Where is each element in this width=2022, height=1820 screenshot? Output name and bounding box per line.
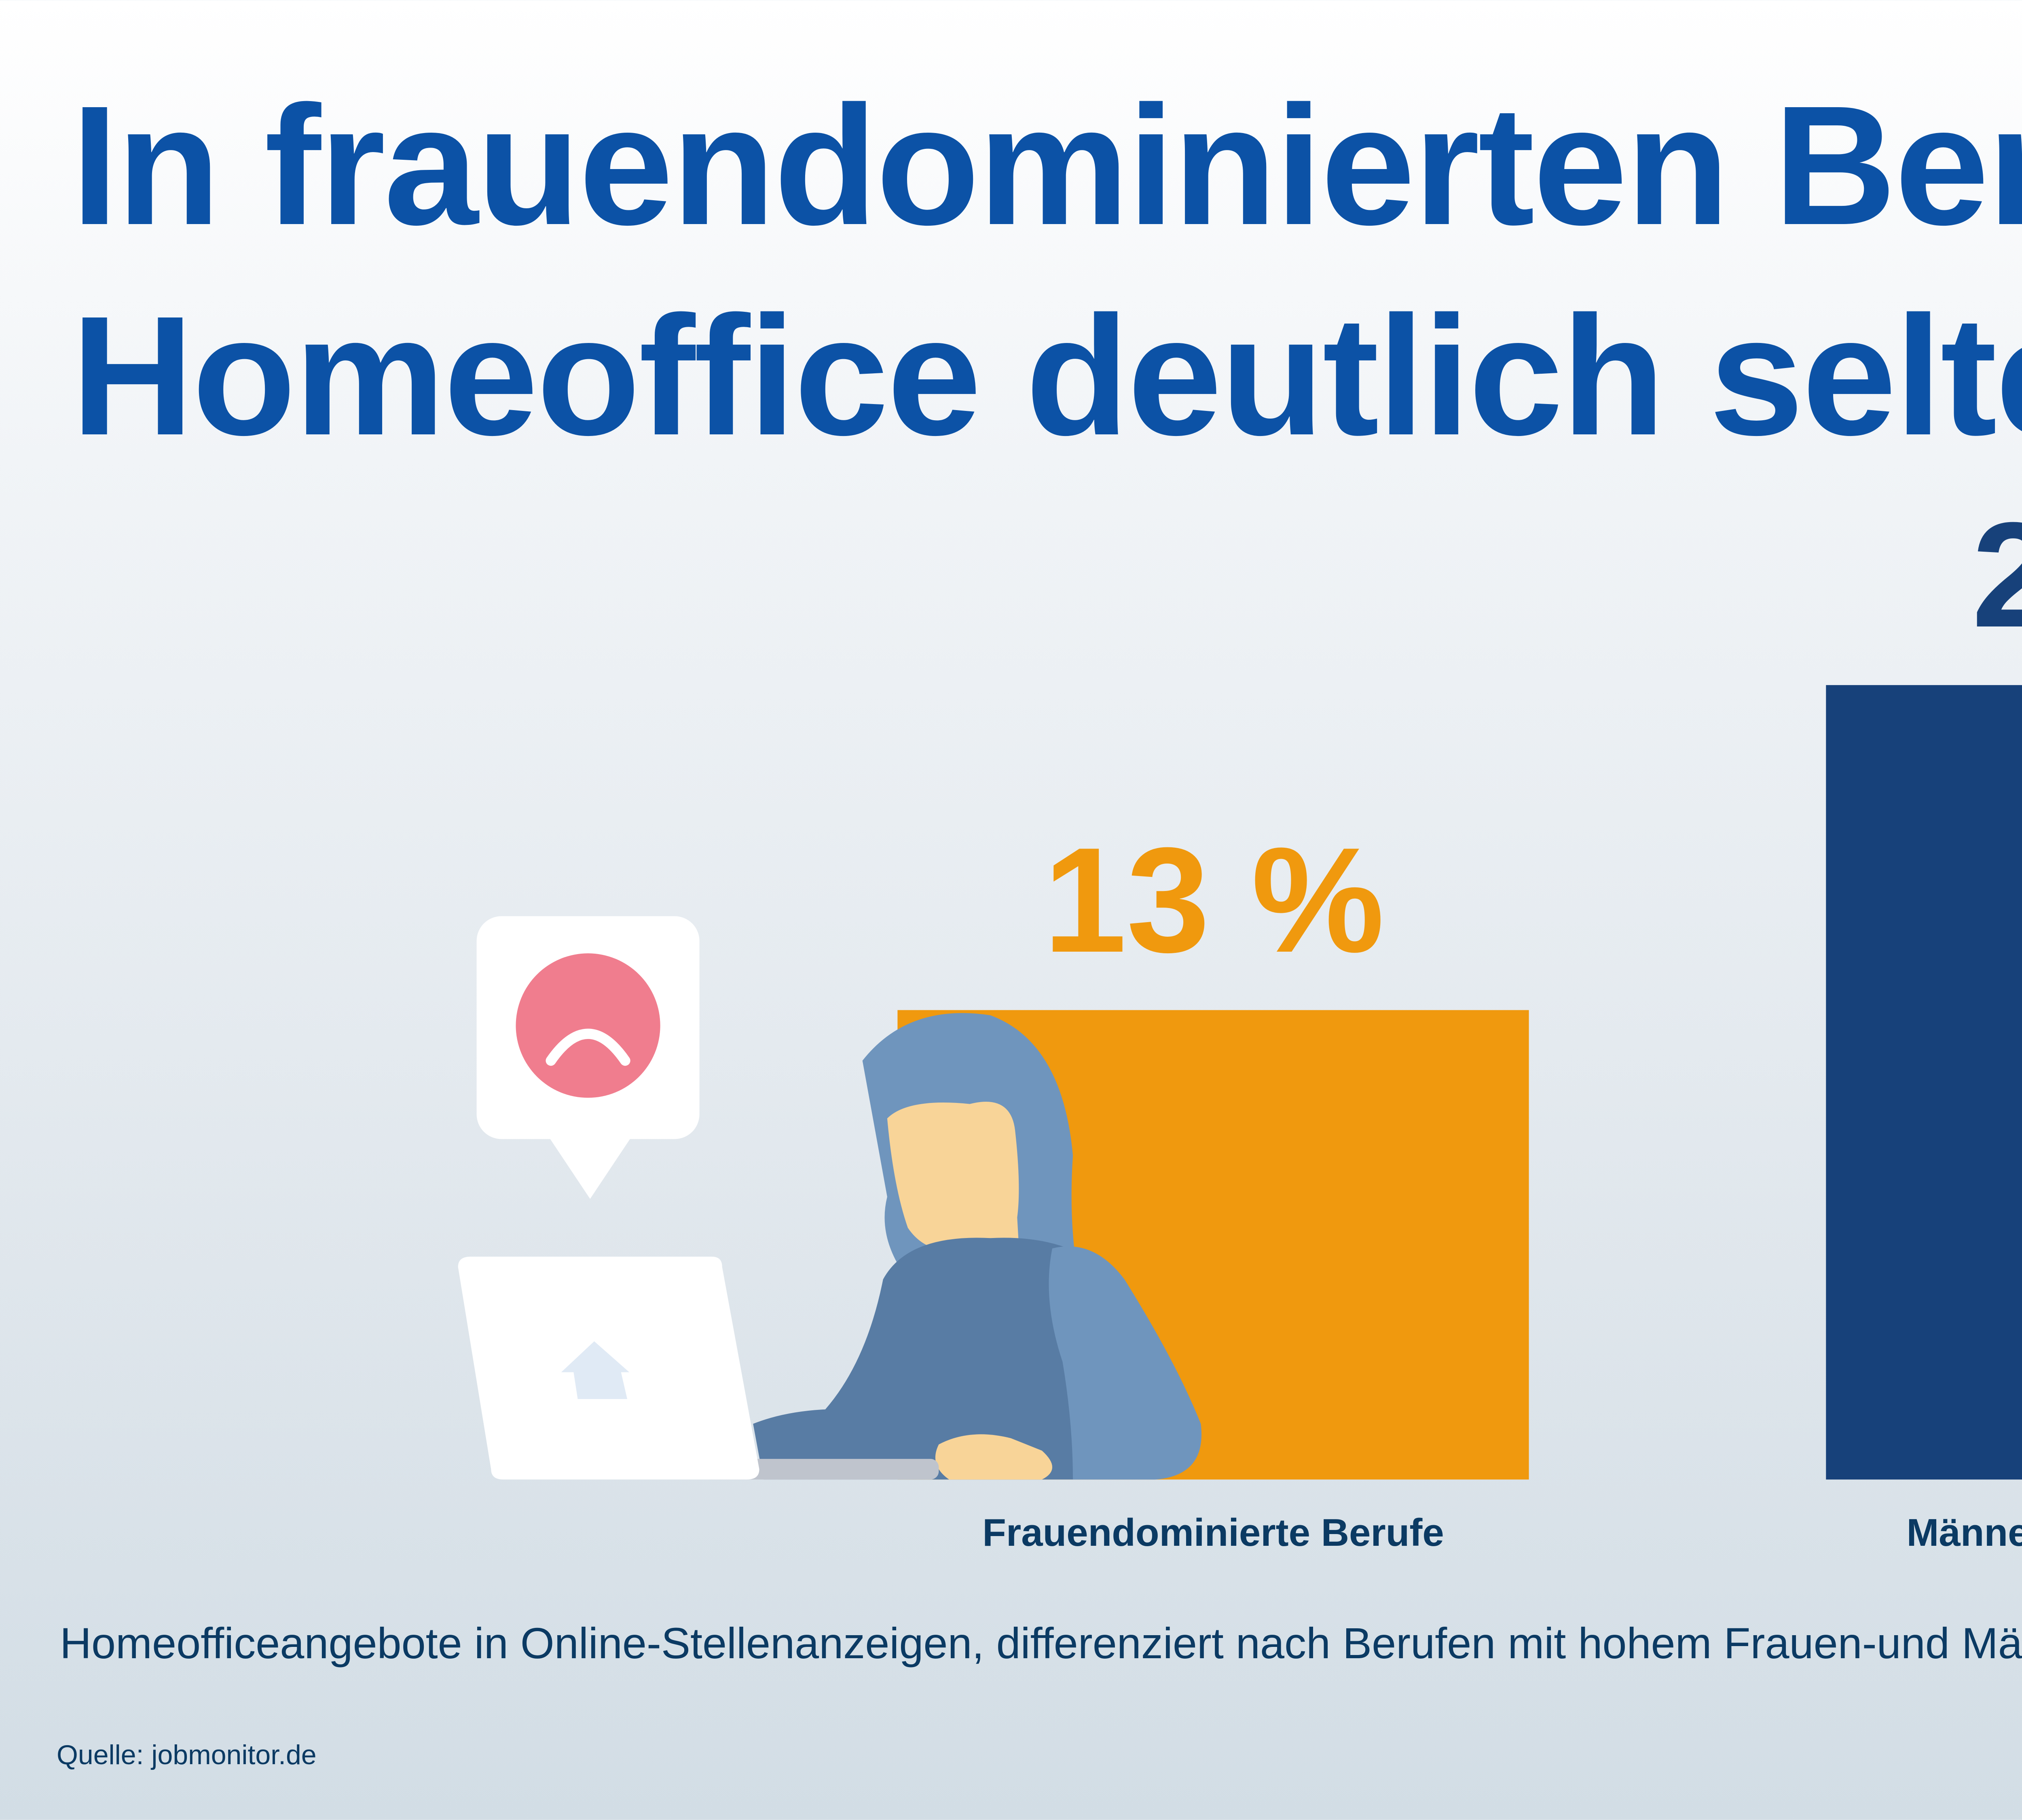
bar-male (1826, 685, 2022, 1480)
speech-bubble-left (476, 916, 700, 1199)
woman-illustration (458, 916, 1202, 1480)
house-icon (561, 1341, 630, 1399)
category-label-male: Männerdominierte Berufe (1906, 1511, 2022, 1554)
page-title: In frauendominierten Berufen wird Homeof… (71, 61, 2022, 481)
title-line-2: Homeoffice deutlich seltener angeboten (71, 281, 2022, 471)
category-label-female: Frauendominierte Berufe (982, 1511, 1444, 1554)
value-label-female: 13 % (1043, 816, 1385, 984)
source-note: Quelle: jobmonitor.de (57, 1740, 317, 1770)
title-line-1: In frauendominierten Berufen wird (71, 71, 2022, 260)
sad-face-icon (516, 953, 660, 1098)
value-label-male: 22 % (1971, 491, 2022, 659)
chart-subtitle: Homeofficeangebote in Online-Stellenanze… (60, 1619, 2022, 1668)
